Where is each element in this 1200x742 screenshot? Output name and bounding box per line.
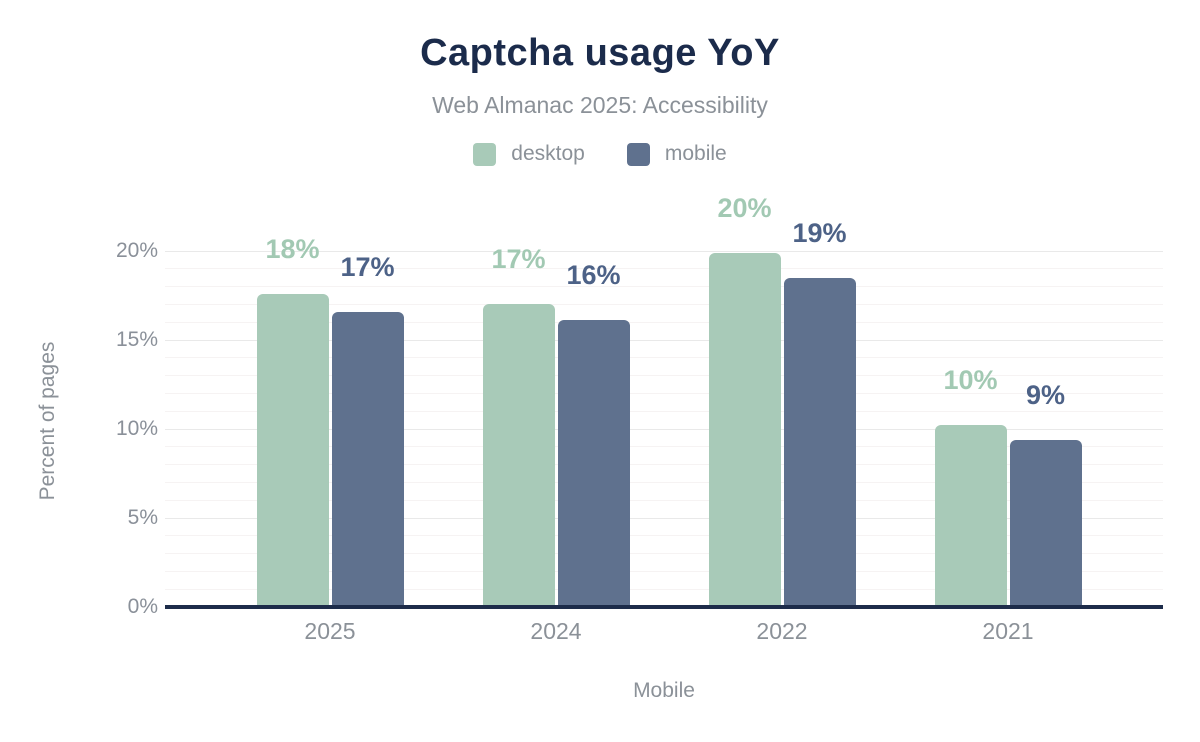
bar-desktop-2021 bbox=[934, 425, 1007, 607]
x-tick-label-2022: 2022 bbox=[756, 618, 808, 644]
major-gridline bbox=[165, 250, 1163, 252]
minor-gridline bbox=[165, 464, 1163, 466]
minor-gridline bbox=[165, 268, 1163, 270]
minor-gridline bbox=[165, 588, 1163, 590]
y-tick-label: 10% bbox=[115, 417, 158, 440]
bar-label-desktop-2022: 20% bbox=[717, 192, 772, 223]
minor-gridline bbox=[165, 286, 1163, 288]
legend-item-mobile: mobile bbox=[626, 142, 727, 166]
x-tick-label-2021: 2021 bbox=[982, 618, 1034, 644]
bar-mobile-2022 bbox=[783, 277, 856, 607]
minor-gridline bbox=[165, 570, 1163, 572]
bar-desktop-2022 bbox=[708, 252, 781, 607]
bar-mobile-2024 bbox=[557, 320, 630, 607]
legend-label-desktop: desktop bbox=[511, 142, 585, 165]
bar-label-mobile-2024: 16% bbox=[566, 260, 621, 291]
x-tick-label-2024: 2024 bbox=[530, 618, 582, 644]
bar-desktop-2025 bbox=[256, 293, 329, 607]
bar-mobile-2021 bbox=[1009, 439, 1082, 607]
x-axis-line bbox=[165, 605, 1163, 609]
bar-label-desktop-2025: 18% bbox=[265, 233, 320, 264]
x-tick-label-2025: 2025 bbox=[304, 618, 356, 644]
major-gridline bbox=[165, 339, 1163, 341]
chart-title: Captcha usage YoY bbox=[420, 32, 780, 74]
legend-label-mobile: mobile bbox=[664, 142, 727, 165]
minor-gridline bbox=[165, 303, 1163, 305]
legend-item-desktop: desktop bbox=[473, 142, 585, 166]
legend-swatch-desktop bbox=[473, 142, 497, 166]
minor-gridline bbox=[165, 499, 1163, 501]
chart-subtitle: Web Almanac 2025: Accessibility bbox=[432, 92, 768, 118]
bar-label-desktop-2021: 10% bbox=[943, 365, 998, 396]
y-tick-label: 5% bbox=[127, 506, 158, 529]
minor-gridline bbox=[165, 375, 1163, 377]
minor-gridline bbox=[165, 553, 1163, 555]
bar-label-mobile-2025: 17% bbox=[340, 251, 395, 282]
legend-swatch-mobile bbox=[626, 142, 650, 166]
y-tick-label: 20% bbox=[115, 239, 158, 262]
y-tick-label: 15% bbox=[115, 328, 158, 351]
major-gridline bbox=[165, 428, 1163, 430]
bar-desktop-2024 bbox=[482, 304, 555, 607]
x-axis-title: Mobile bbox=[633, 679, 695, 702]
y-tick-label: 0% bbox=[127, 595, 158, 618]
minor-gridline bbox=[165, 410, 1163, 412]
minor-gridline bbox=[165, 321, 1163, 323]
legend: desktop mobile bbox=[0, 142, 1200, 166]
plot-area: 18% 17% 17% 16% 20% 19% 10% 9% bbox=[165, 194, 1163, 607]
major-gridline bbox=[165, 517, 1163, 519]
bar-label-mobile-2022: 19% bbox=[792, 217, 847, 248]
minor-gridline bbox=[165, 535, 1163, 537]
bar-label-mobile-2021: 9% bbox=[1025, 379, 1066, 410]
bar-label-desktop-2024: 17% bbox=[491, 244, 546, 275]
minor-gridline bbox=[165, 481, 1163, 483]
bar-mobile-2025 bbox=[331, 311, 404, 607]
minor-gridline bbox=[165, 446, 1163, 448]
minor-gridline bbox=[165, 392, 1163, 394]
minor-gridline bbox=[165, 357, 1163, 359]
